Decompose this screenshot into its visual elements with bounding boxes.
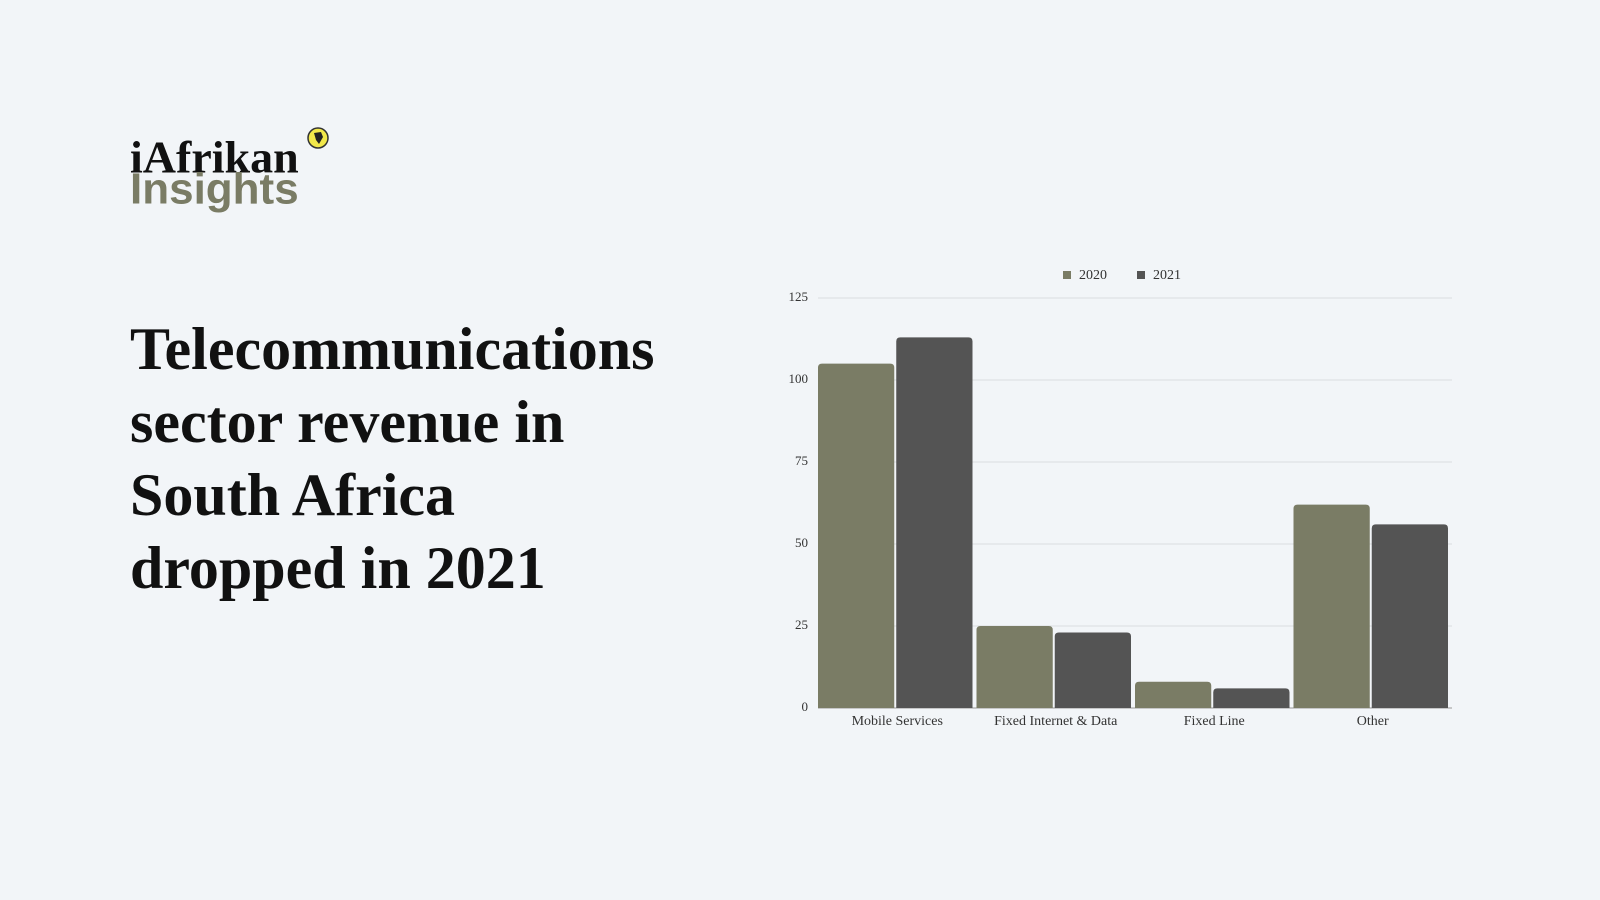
y-tick-label: 75 [795, 453, 808, 468]
bar [818, 363, 895, 708]
x-tick-label: Other [1357, 714, 1389, 729]
logo-subtext: Insights [130, 165, 299, 214]
logo-text: iAfrikan [130, 132, 299, 183]
legend-label: 2021 [1153, 268, 1181, 283]
heading-line: sector revenue in [130, 389, 564, 455]
bar [1054, 632, 1131, 708]
legend-label: 2020 [1079, 268, 1107, 283]
heading-line: South Africa [130, 462, 455, 528]
bar [1293, 504, 1370, 708]
chart: 0 25 50 75 100 125 Mobile Services Fixed Intern… [789, 268, 1452, 729]
x-tick-label: Fixed Internet & Data [994, 714, 1118, 729]
y-tick-label: 50 [795, 535, 808, 550]
x-tick-label: Mobile Services [852, 714, 943, 729]
y-tick-label: 0 [802, 699, 809, 714]
bar [1213, 688, 1290, 708]
bar [1371, 524, 1448, 708]
y-tick-label: 100 [789, 371, 809, 386]
y-tick-label: 25 [795, 617, 808, 632]
heading-line: Telecommunications [130, 316, 654, 382]
bar [896, 337, 973, 708]
bar [1135, 681, 1212, 708]
heading: Telecommunications sector revenue in South… [130, 316, 654, 601]
x-tick-label: Fixed Line [1184, 714, 1245, 729]
heading-line: dropped in 2021 [130, 535, 546, 601]
y-tick-label: 125 [789, 289, 809, 304]
logo-icon-map [314, 132, 323, 144]
bar [976, 626, 1053, 708]
legend-swatch [1137, 271, 1145, 279]
legend-swatch [1063, 271, 1071, 279]
